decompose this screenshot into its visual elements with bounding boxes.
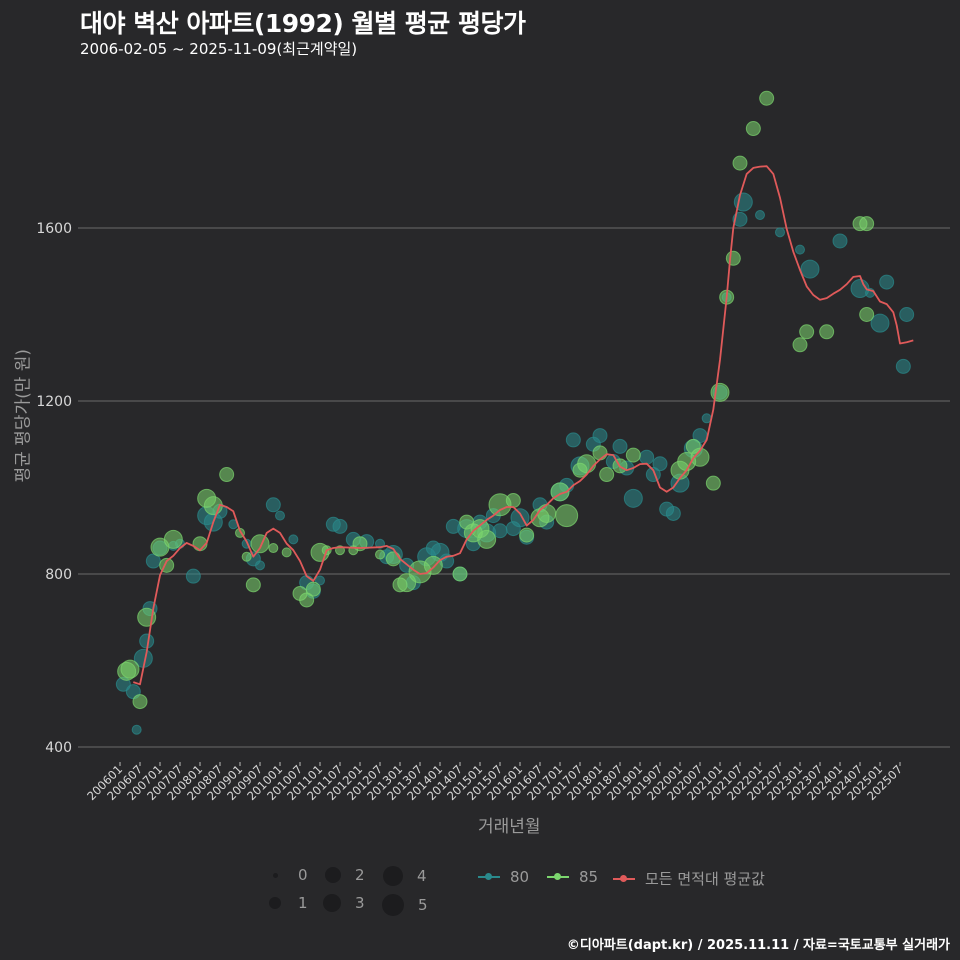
line-marker-icon: [478, 873, 500, 880]
chart-title: 대야 벽산 아파트(1992) 월별 평균 평당가: [80, 9, 526, 38]
legend-size-2: 2: [325, 866, 365, 884]
y-axis-label: 평균 평당가(만 원): [13, 348, 34, 483]
svg-text:400: 400: [45, 740, 72, 756]
legend-size-4: 4: [383, 866, 427, 886]
legend-size-3: 3: [323, 894, 365, 912]
size-dot-icon: [382, 894, 404, 916]
svg-text:800: 800: [45, 567, 72, 583]
size-dot-icon: [273, 872, 278, 878]
y-axis-ticks: 400 800 1200 1600: [36, 221, 72, 756]
legend: 0 1 2 3 4 5 80 85 모든 면적대 평균값: [260, 866, 820, 926]
line-marker-icon: [613, 874, 635, 882]
size-dot-icon: [325, 867, 341, 883]
legend-size-0: 0: [260, 866, 308, 884]
legend-size-5: 5: [382, 894, 428, 916]
footer-credit: ©디아파트(dapt.kr) / 2025.11.11 / 자료=국토교통부 실…: [566, 938, 950, 953]
series-80-points: [115, 192, 915, 735]
size-dot-icon: [383, 866, 403, 886]
svg-text:1600: 1600: [36, 221, 72, 237]
x-axis-ticks: 2006012006072007012007072008012008072009…: [84, 762, 905, 803]
gridlines: [78, 227, 950, 748]
legend-series-85: 85: [547, 868, 598, 886]
series-85-points: [117, 90, 875, 710]
size-dot-icon: [323, 894, 341, 912]
legend-series-average: 모든 면적대 평균값: [613, 868, 765, 889]
chart-subtitle: 2006-02-05 ~ 2025-11-09(최근계약일): [80, 40, 358, 58]
x-axis-label: 거래년월: [478, 817, 541, 837]
legend-series-80: 80: [478, 868, 529, 886]
average-line: [133, 165, 914, 686]
line-marker-icon: [547, 873, 569, 880]
legend-size-1: 1: [260, 894, 308, 912]
size-dot-icon: [269, 897, 281, 909]
svg-text:1200: 1200: [36, 394, 72, 410]
